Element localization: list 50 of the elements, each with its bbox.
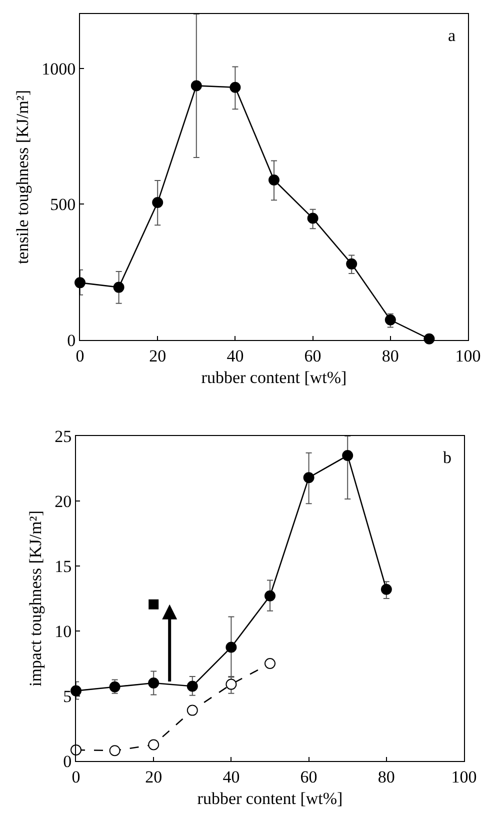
x-tick-label: 100 [451,767,477,786]
x-tick-label: 60 [300,767,318,786]
x-tick-label: 80 [382,346,399,366]
point [109,745,120,756]
point [148,739,160,750]
point [148,599,159,610]
point [307,212,318,224]
point [70,744,82,756]
y-tick-label: 0 [67,330,76,350]
point [230,82,241,93]
x-axis-title: rubber content [wt%] [197,788,343,808]
x-tick-label: 20 [149,346,166,366]
annotation: a [448,26,456,45]
x-tick-label: 60 [304,346,322,366]
y-tick-label: 25 [54,426,72,446]
x-tick-label: 40 [222,767,240,786]
y-tick-label: 10 [54,622,72,641]
y-tick-label: 500 [50,195,76,214]
y-axis-title: impact toughness [KJ/m²] [26,510,46,687]
y-tick-label: 0 [63,752,72,771]
point [264,658,276,669]
y-tick-label: 20 [54,492,72,511]
y-axis-title: tensile toughness [KJ/m²] [13,90,32,264]
x-tick-label: 20 [145,767,162,786]
point [74,277,86,288]
point [380,584,392,595]
point [186,704,198,716]
y-tick-label: 1000 [42,59,76,78]
y-tick-label: 15 [54,556,72,576]
point [268,174,280,186]
x-tick-label: 40 [226,346,244,366]
point [190,80,202,92]
point [346,258,358,270]
point [113,282,124,293]
point [264,590,276,602]
point [226,678,237,690]
y-tick-label: 5 [63,686,72,706]
point [424,333,435,344]
point [342,450,354,461]
x-tick-label: 80 [378,767,395,786]
x-tick-label: 100 [455,346,481,366]
point [186,680,198,692]
point [303,472,314,484]
point [70,685,82,696]
point [152,197,164,208]
point [384,314,396,326]
point [148,678,160,688]
annotation: b [443,448,452,467]
x-axis-title: rubber content [wt%] [201,368,347,387]
point [226,642,237,653]
